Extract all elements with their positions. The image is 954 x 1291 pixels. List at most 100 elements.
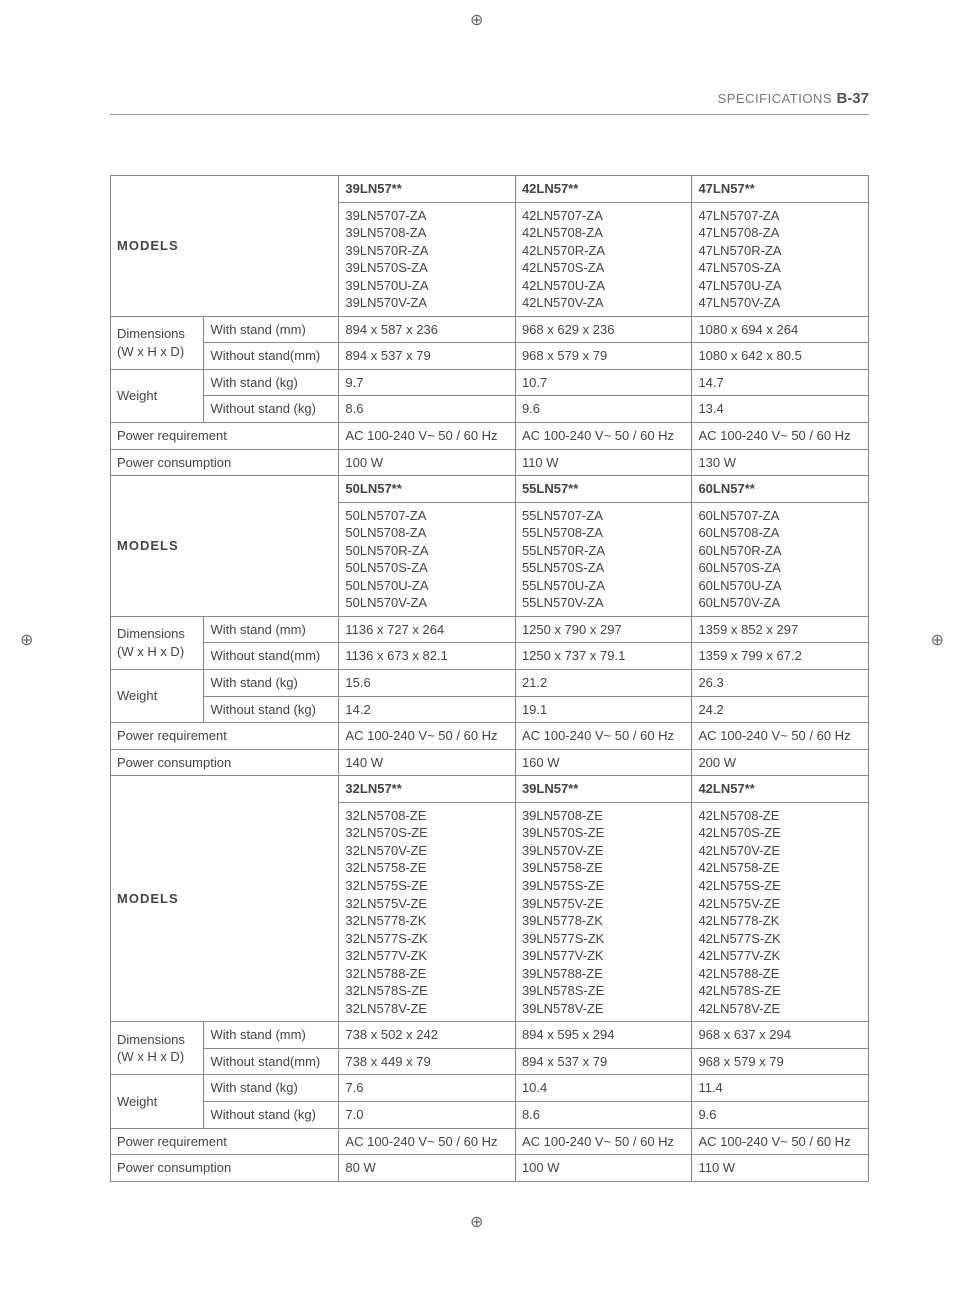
dim-with-value: 968 x 629 x 236: [515, 316, 692, 343]
page: ⊕ ⊕ ⊕ ⊕ SPECIFICATIONS B-37 MODELS39LN57…: [0, 0, 954, 1242]
series-header: 60LN57**: [692, 476, 869, 503]
without-stand-kg-label: Without stand (kg): [204, 396, 339, 423]
wt-with-value: 10.4: [515, 1075, 692, 1102]
page-header: SPECIFICATIONS B-37: [110, 90, 869, 115]
registration-mark-icon: ⊕: [470, 1212, 483, 1232]
dim-without-value: 968 x 579 x 79: [515, 343, 692, 370]
wt-with-value: 21.2: [515, 670, 692, 697]
dim-with-value: 1080 x 694 x 264: [692, 316, 869, 343]
wt-without-value: 7.0: [339, 1101, 516, 1128]
dim-with-value: 894 x 595 x 294: [515, 1022, 692, 1049]
without-stand-mm-label: Without stand(mm): [204, 643, 339, 670]
weight-label: Weight: [111, 369, 204, 422]
dim-without-value: 1359 x 799 x 67.2: [692, 643, 869, 670]
without-stand-mm-label: Without stand(mm): [204, 1048, 339, 1075]
dim-without-value: 968 x 579 x 79: [692, 1048, 869, 1075]
weight-label: Weight: [111, 670, 204, 723]
dim-without-value: 894 x 537 x 79: [339, 343, 516, 370]
with-stand-mm-label: With stand (mm): [204, 1022, 339, 1049]
power-req-value: AC 100-240 V~ 50 / 60 Hz: [692, 1128, 869, 1155]
model-list: 42LN5708-ZE 42LN570S-ZE 42LN570V-ZE 42LN…: [692, 802, 869, 1022]
wt-with-value: 15.6: [339, 670, 516, 697]
power-cons-value: 80 W: [339, 1155, 516, 1182]
model-list: 47LN5707-ZA 47LN5708-ZA 47LN570R-ZA 47LN…: [692, 202, 869, 316]
wt-with-value: 14.7: [692, 369, 869, 396]
header-page-number: B-37: [836, 90, 869, 107]
series-header: 39LN57**: [515, 776, 692, 803]
power-req-value: AC 100-240 V~ 50 / 60 Hz: [692, 423, 869, 450]
dim-without-value: 1250 x 737 x 79.1: [515, 643, 692, 670]
power-cons-value: 100 W: [515, 1155, 692, 1182]
without-stand-mm-label: Without stand(mm): [204, 343, 339, 370]
model-list: 42LN5707-ZA 42LN5708-ZA 42LN570R-ZA 42LN…: [515, 202, 692, 316]
dim-without-value: 738 x 449 x 79: [339, 1048, 516, 1075]
power-cons-value: 100 W: [339, 449, 516, 476]
with-stand-kg-label: With stand (kg): [204, 670, 339, 697]
wt-with-value: 7.6: [339, 1075, 516, 1102]
wt-without-value: 24.2: [692, 696, 869, 723]
wt-with-value: 11.4: [692, 1075, 869, 1102]
series-header: 42LN57**: [515, 176, 692, 203]
power-req-value: AC 100-240 V~ 50 / 60 Hz: [515, 723, 692, 750]
model-list: 39LN5707-ZA 39LN5708-ZA 39LN570R-ZA 39LN…: [339, 202, 516, 316]
weight-label: Weight: [111, 1075, 204, 1128]
power-cons-value: 160 W: [515, 749, 692, 776]
series-header: 50LN57**: [339, 476, 516, 503]
power-cons-value: 200 W: [692, 749, 869, 776]
wt-with-value: 10.7: [515, 369, 692, 396]
power-cons-label: Power consumption: [111, 749, 339, 776]
wt-with-value: 9.7: [339, 369, 516, 396]
power-req-label: Power requirement: [111, 723, 339, 750]
dim-without-value: 894 x 537 x 79: [515, 1048, 692, 1075]
wt-without-value: 8.6: [339, 396, 516, 423]
models-label: MODELS: [111, 776, 339, 1022]
model-list: 50LN5707-ZA 50LN5708-ZA 50LN570R-ZA 50LN…: [339, 502, 516, 616]
dim-with-value: 1359 x 852 x 297: [692, 616, 869, 643]
dimensions-label: Dimensions (W x H x D): [111, 1022, 204, 1075]
models-label: MODELS: [111, 176, 339, 317]
power-cons-value: 110 W: [692, 1155, 869, 1182]
dimensions-label: Dimensions (W x H x D): [111, 316, 204, 369]
power-req-value: AC 100-240 V~ 50 / 60 Hz: [339, 723, 516, 750]
power-req-label: Power requirement: [111, 423, 339, 450]
series-header: 32LN57**: [339, 776, 516, 803]
power-cons-label: Power consumption: [111, 1155, 339, 1182]
series-header: 55LN57**: [515, 476, 692, 503]
power-req-value: AC 100-240 V~ 50 / 60 Hz: [339, 1128, 516, 1155]
without-stand-kg-label: Without stand (kg): [204, 696, 339, 723]
series-header: 47LN57**: [692, 176, 869, 203]
wt-without-value: 14.2: [339, 696, 516, 723]
wt-without-value: 9.6: [692, 1101, 869, 1128]
power-cons-value: 140 W: [339, 749, 516, 776]
series-header: 42LN57**: [692, 776, 869, 803]
with-stand-mm-label: With stand (mm): [204, 616, 339, 643]
with-stand-kg-label: With stand (kg): [204, 1075, 339, 1102]
dimensions-label: Dimensions (W x H x D): [111, 616, 204, 669]
wt-without-value: 9.6: [515, 396, 692, 423]
dim-without-value: 1136 x 673 x 82.1: [339, 643, 516, 670]
wt-without-value: 19.1: [515, 696, 692, 723]
dim-with-value: 1136 x 727 x 264: [339, 616, 516, 643]
model-list: 55LN5707-ZA 55LN5708-ZA 55LN570R-ZA 55LN…: [515, 502, 692, 616]
dim-with-value: 968 x 637 x 294: [692, 1022, 869, 1049]
power-req-value: AC 100-240 V~ 50 / 60 Hz: [339, 423, 516, 450]
power-cons-value: 130 W: [692, 449, 869, 476]
specifications-table: MODELS39LN57**42LN57**47LN57**39LN5707-Z…: [110, 175, 869, 1182]
power-req-value: AC 100-240 V~ 50 / 60 Hz: [692, 723, 869, 750]
power-req-value: AC 100-240 V~ 50 / 60 Hz: [515, 423, 692, 450]
wt-without-value: 8.6: [515, 1101, 692, 1128]
model-list: 60LN5707-ZA 60LN5708-ZA 60LN570R-ZA 60LN…: [692, 502, 869, 616]
registration-mark-icon: ⊕: [931, 630, 944, 650]
wt-without-value: 13.4: [692, 396, 869, 423]
dim-without-value: 1080 x 642 x 80.5: [692, 343, 869, 370]
models-label: MODELS: [111, 476, 339, 617]
power-req-label: Power requirement: [111, 1128, 339, 1155]
model-list: 39LN5708-ZE 39LN570S-ZE 39LN570V-ZE 39LN…: [515, 802, 692, 1022]
registration-mark-icon: ⊕: [20, 630, 33, 650]
with-stand-kg-label: With stand (kg): [204, 369, 339, 396]
dim-with-value: 1250 x 790 x 297: [515, 616, 692, 643]
dim-with-value: 894 x 587 x 236: [339, 316, 516, 343]
without-stand-kg-label: Without stand (kg): [204, 1101, 339, 1128]
with-stand-mm-label: With stand (mm): [204, 316, 339, 343]
series-header: 39LN57**: [339, 176, 516, 203]
